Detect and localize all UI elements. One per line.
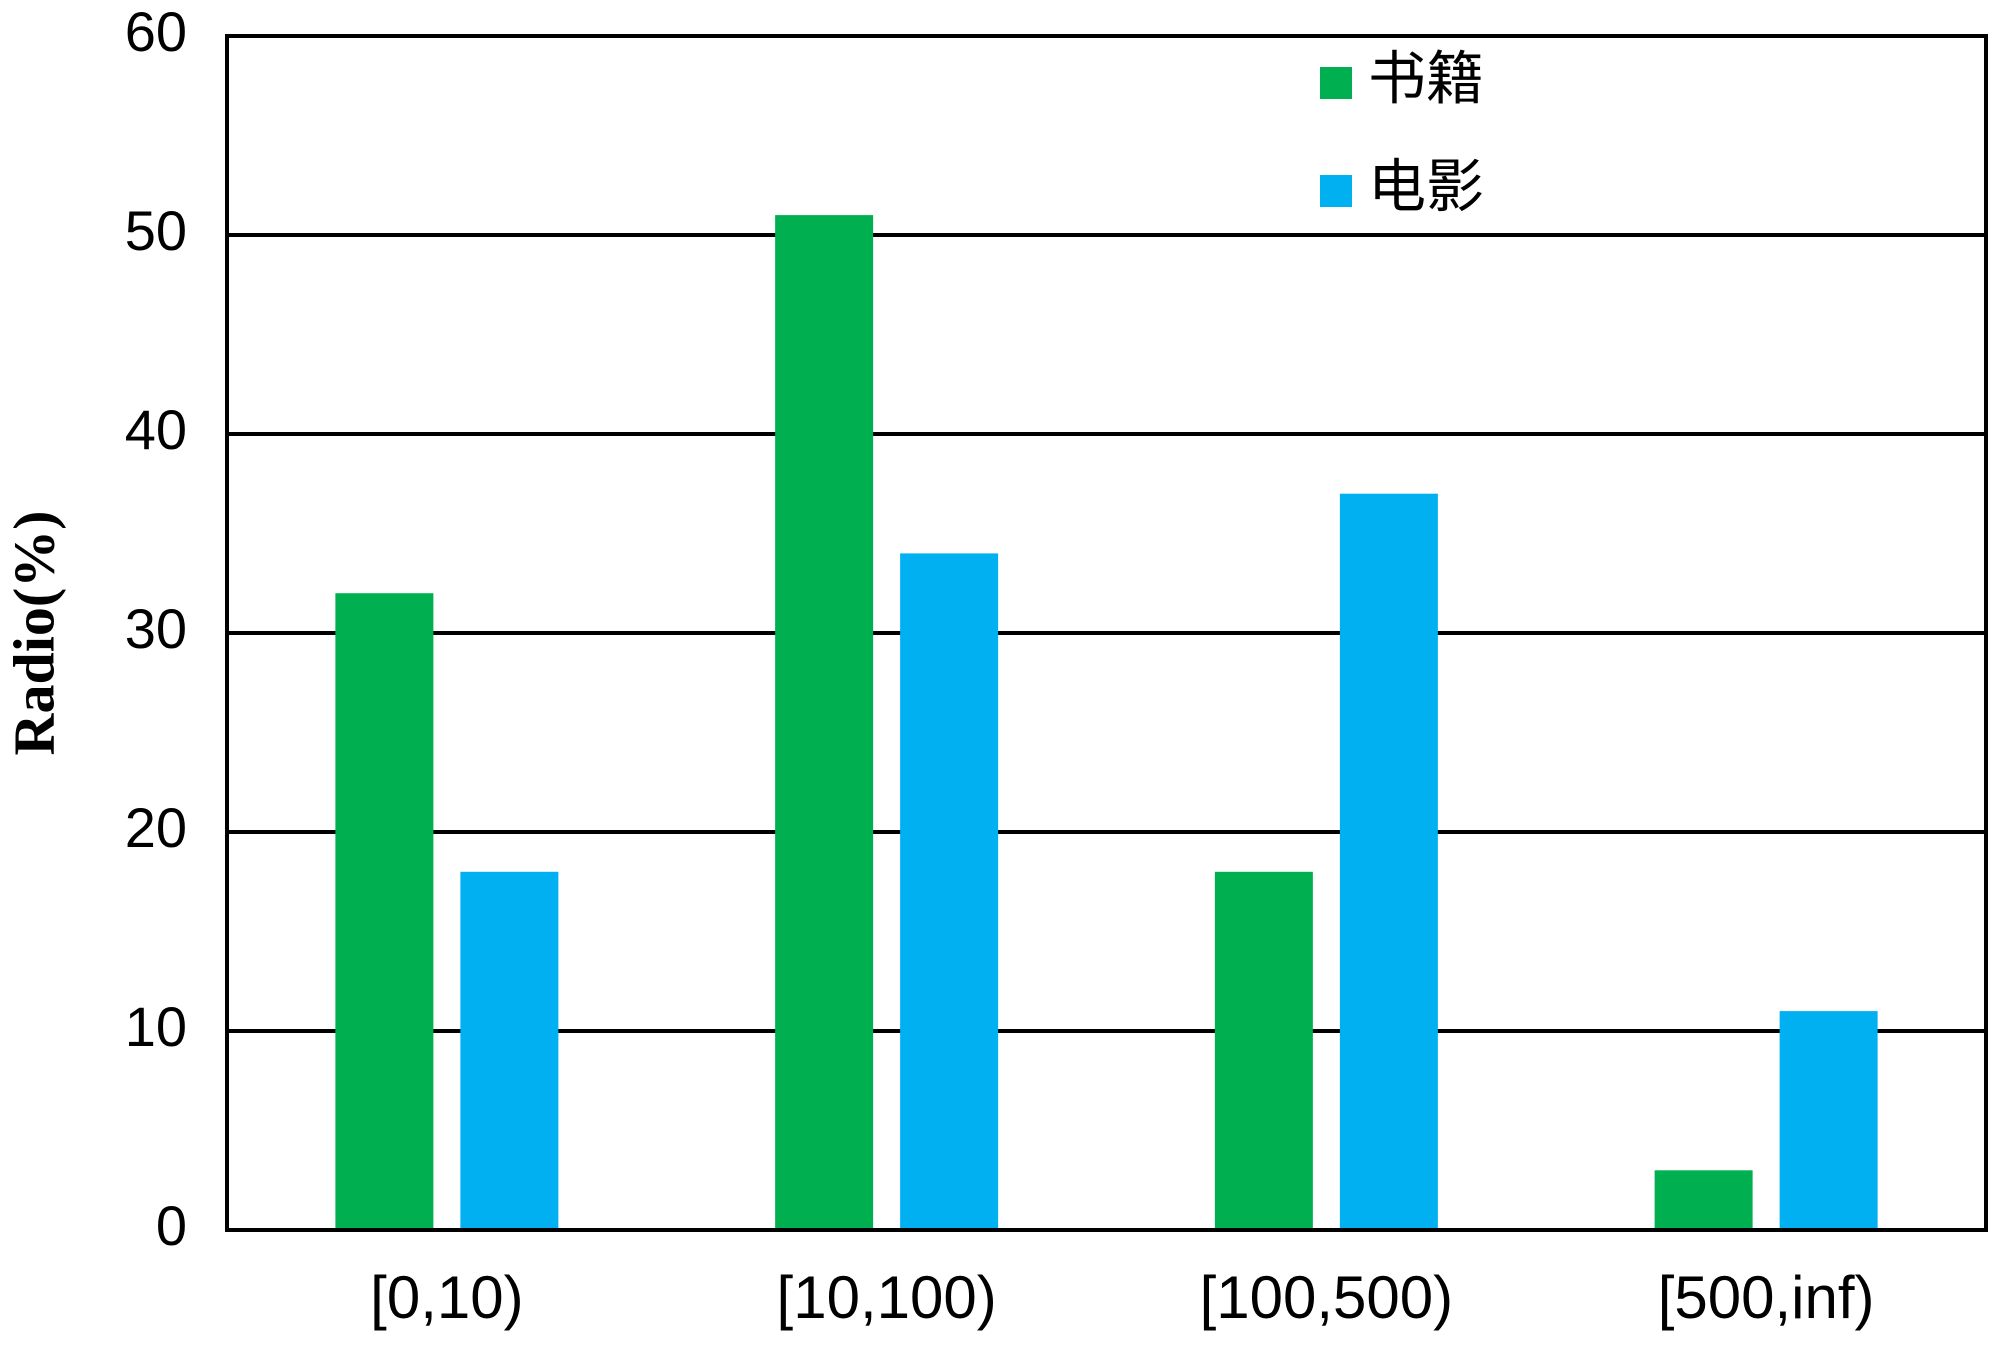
legend-label: 书籍 [1368,46,1484,111]
plot-border [225,34,1988,1232]
bar [775,215,874,1231]
bar [900,553,999,1230]
y-tick-label: 60 [125,0,187,63]
bar [460,871,559,1230]
x-tick-label: [100,500) [1200,1264,1454,1331]
legend-label: 电影 [1368,154,1484,219]
y-tick-label: 40 [125,398,187,461]
x-tick-label: [500,inf) [1658,1264,1875,1331]
bar [1339,493,1438,1230]
y-tick-label: 50 [125,199,187,262]
x-tick-label: [10,100) [777,1264,997,1331]
bar [1779,1011,1878,1230]
bar [335,593,434,1230]
bar [1214,871,1313,1230]
y-tick-label: 10 [125,995,187,1058]
bar [1654,1170,1753,1230]
x-tick-label: [0,10) [370,1264,523,1331]
y-tick-label: 20 [125,796,187,859]
y-axis-label: Radio(%) [1,511,66,756]
y-tick-label: 0 [156,1194,187,1257]
y-tick-label: 30 [125,597,187,660]
legend-swatch [1320,175,1352,207]
legend-swatch [1320,67,1352,99]
